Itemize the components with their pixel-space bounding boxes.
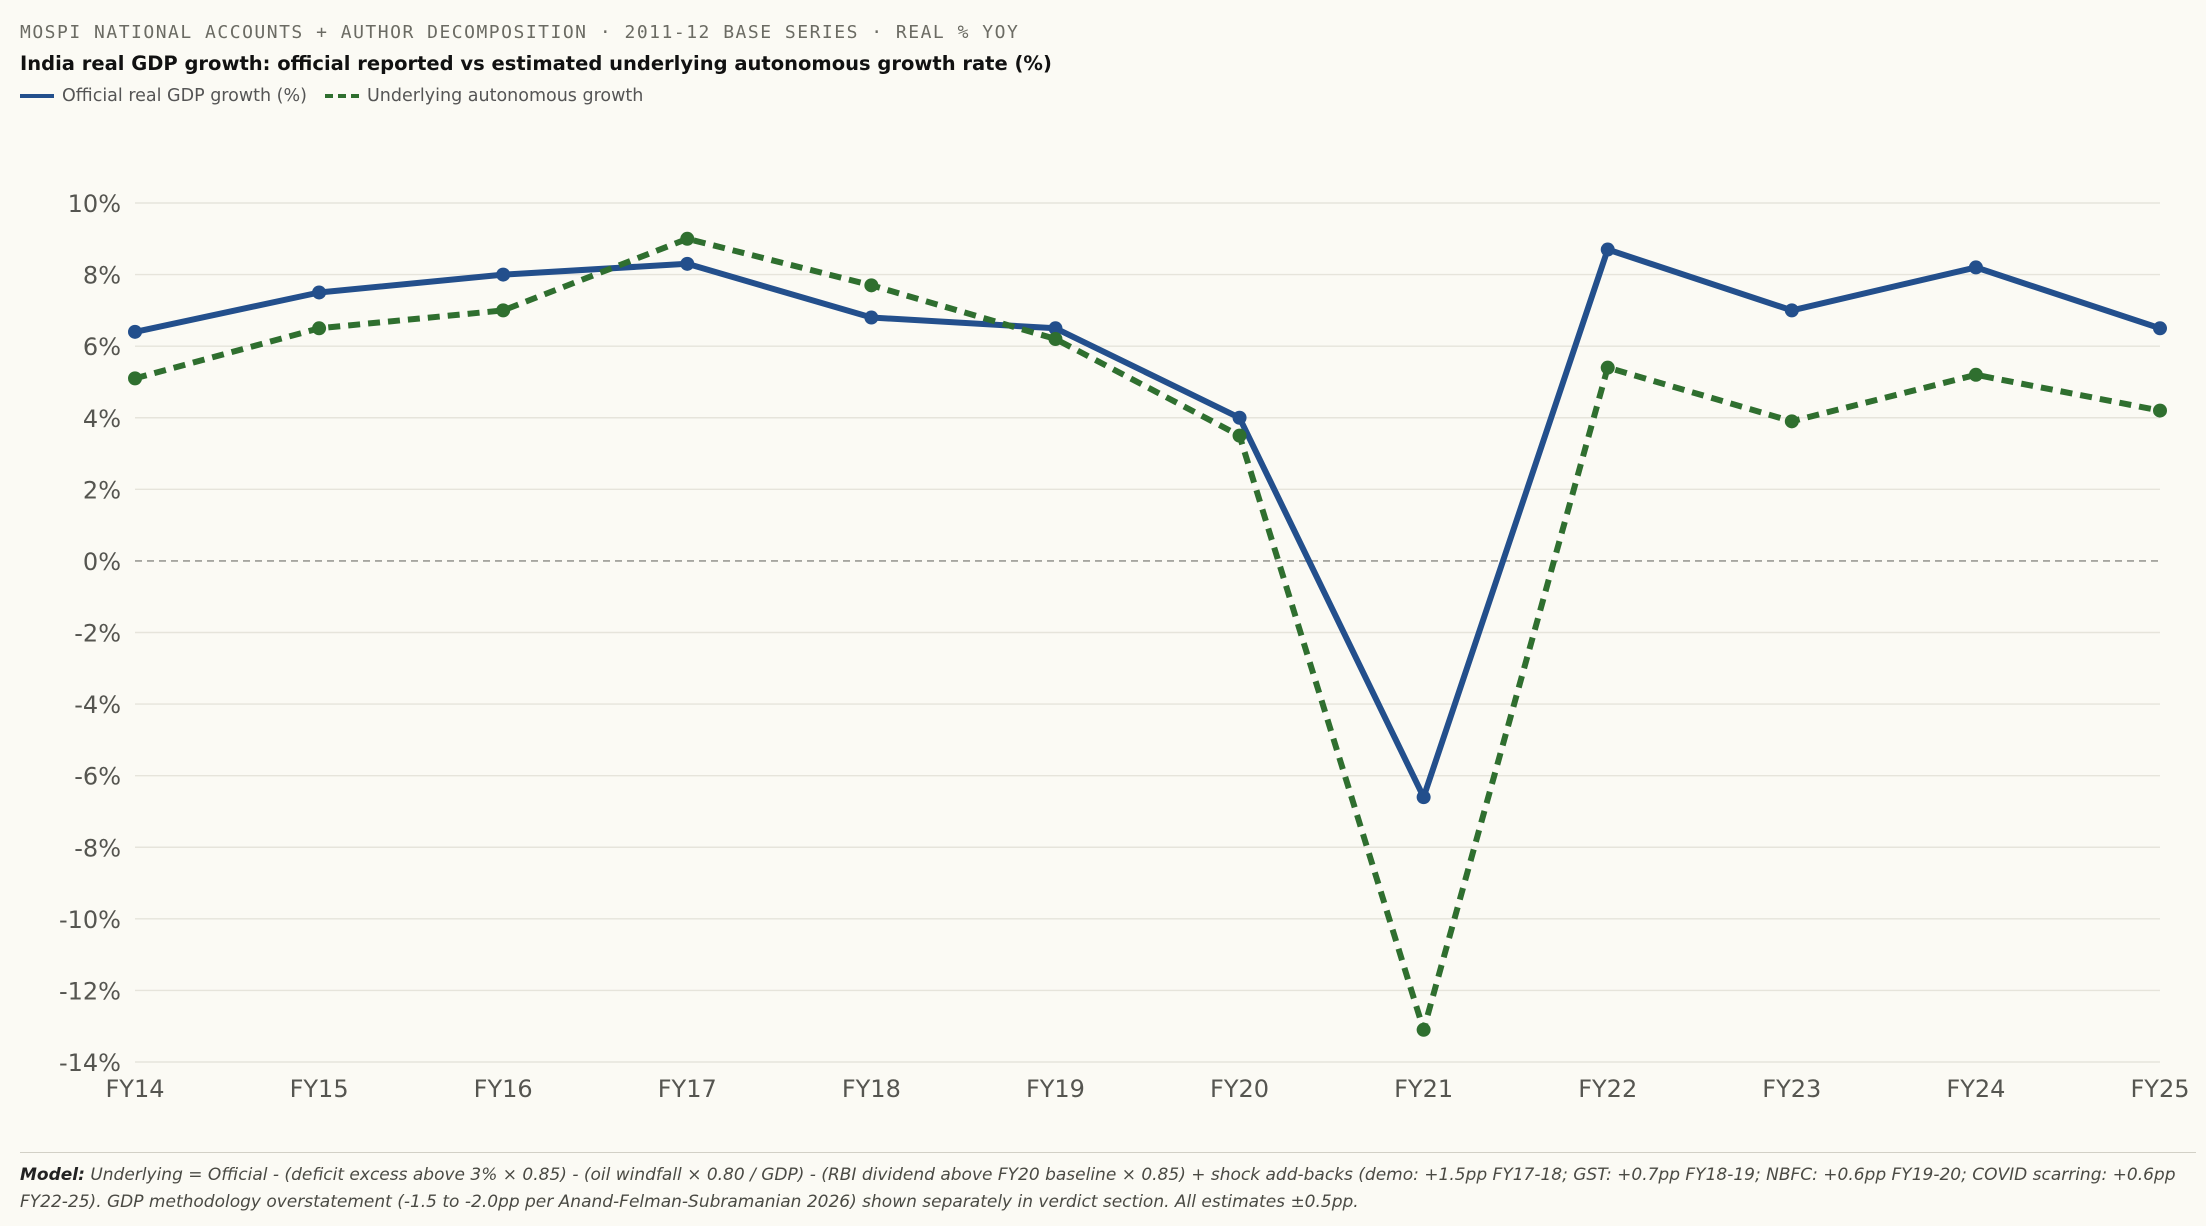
official-point-fy17 [680,256,695,271]
y-tick-label: 0% [83,548,121,576]
underlying-point-fy24 [1968,367,1983,382]
legend-label-official: Official real GDP growth (%) [62,86,307,106]
official-point-fy18 [864,310,879,325]
official-point-fy23 [1784,303,1799,318]
footnote-label: Model: [20,1165,85,1185]
underlying-point-fy20 [1232,428,1247,443]
y-tick-label: -10% [59,906,121,934]
footnote: Model: Underlying = Official - (deficit … [20,1162,2190,1216]
y-tick-label: 6% [83,333,121,361]
official-point-fy25 [2153,321,2167,336]
official-point-fy22 [1600,242,1615,257]
underlying-point-fy17 [680,231,695,246]
underlying-point-fy19 [1048,332,1063,347]
series-layer [128,231,2167,1037]
y-tick-label: 8% [83,262,121,290]
y-tick-label: -12% [59,977,121,1005]
y-tick-label: -8% [74,834,121,862]
footnote-divider [20,1152,2196,1153]
official-point-fy15 [312,285,327,300]
y-tick-label: -14% [59,1049,121,1077]
grid-layer [135,202,2160,1063]
x-tick-label: FY16 [474,1075,533,1103]
underlying-point-fy21 [1416,1022,1431,1037]
y-tick-label: -4% [74,691,121,719]
legend: Official real GDP growth (%) Underlying … [20,86,643,106]
official-point-fy21 [1416,790,1431,805]
official-point-fy19 [1048,321,1063,336]
y-tick-label: 2% [83,476,121,504]
official-point-fy16 [496,267,511,282]
legend-swatch-official [20,94,54,98]
y-tick-label: -2% [74,620,121,648]
y-axis-ticks: 10% 8% 6% 4% 2% 0% -2% -4% -6% -8% -10% -12% -14% [59,190,121,1077]
chart-kicker: MOSPI NATIONAL ACCOUNTS + AUTHOR DECOMPO… [20,22,1020,43]
x-tick-label: FY17 [658,1075,717,1103]
x-tick-label: FY23 [1762,1075,1821,1103]
footnote-text: Underlying = Official - (deficit excess … [20,1165,2176,1212]
legend-swatch-underlying [324,94,359,98]
underlying-point-fy15 [312,321,327,336]
underlying-point-fy25 [2153,403,2167,418]
series-official [128,242,2167,805]
x-tick-label: FY18 [842,1075,901,1103]
underlying-point-fy22 [1600,360,1615,375]
underlying-line [134,235,2161,1033]
chart-title: India real GDP growth: official reported… [20,52,1052,75]
x-tick-label: FY19 [1026,1075,1085,1103]
underlying-point-fy14 [128,371,142,386]
legend-label-underlying: Underlying autonomous growth [366,86,644,106]
legend-item-underlying: Underlying autonomous growth [324,86,644,106]
y-tick-label: 4% [83,405,121,433]
underlying-point-fy16 [496,303,511,318]
x-tick-label: FY14 [105,1075,164,1103]
legend-item-official: Official real GDP growth (%) [20,86,307,106]
y-tick-label: -6% [74,763,121,791]
official-point-fy20 [1232,410,1247,425]
x-tick-label: FY15 [290,1075,349,1103]
x-axis-ticks: FY14 FY15 FY16 FY17 FY18 FY19 FY20 FY21 FY22 FY23… [105,1075,2189,1103]
official-point-fy14 [128,324,142,339]
official-line [134,246,2161,801]
x-tick-label: FY22 [1578,1075,1637,1103]
series-underlying [128,231,2167,1037]
official-point-fy24 [1968,260,1983,275]
underlying-point-fy18 [864,278,879,293]
x-tick-label: FY24 [1946,1075,2005,1103]
x-tick-label: FY20 [1210,1075,1269,1103]
x-tick-label: FY21 [1394,1075,1453,1103]
underlying-point-fy23 [1784,414,1799,429]
x-tick-label: FY25 [2130,1075,2189,1103]
y-tick-label: 10% [68,190,121,218]
